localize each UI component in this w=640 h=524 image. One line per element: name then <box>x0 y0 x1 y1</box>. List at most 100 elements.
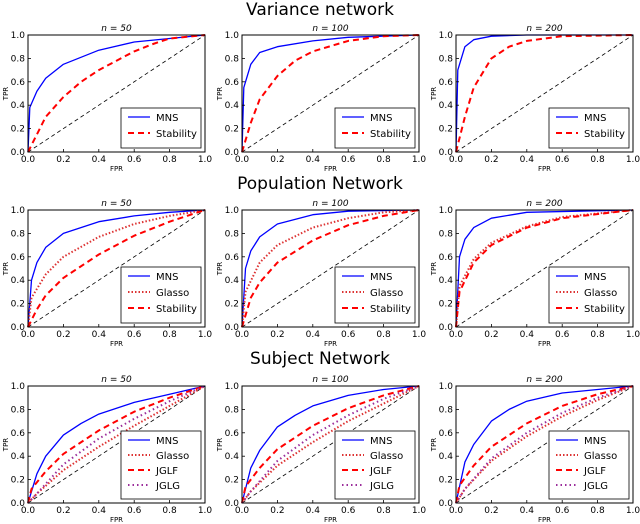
x-axis-label: FPR <box>110 516 123 524</box>
legend-label: JGLG <box>155 481 180 492</box>
y-tick-label: 0.6 <box>439 78 454 88</box>
subplot-title: n = 50 <box>101 24 132 34</box>
legend: MNS Glasso JGLF JGLG <box>548 430 630 500</box>
subplot: n = 50 0.0 0.2 0.4 0.6 0.8 1.0 0.0 0.2 0.4 0.6 0.8 1… <box>2 375 212 524</box>
y-tick-label: 0.2 <box>439 125 453 135</box>
x-tick-label: 0.0 <box>21 155 36 165</box>
y-tick-label: 0.0 <box>439 323 454 333</box>
y-tick-label: 1.0 <box>439 382 454 392</box>
series-line-jglg <box>27 385 206 504</box>
x-tick-label: 1.0 <box>412 506 427 516</box>
series-line-mns <box>455 209 634 328</box>
y-tick-label: 0.0 <box>11 499 26 509</box>
y-tick-label: 0.0 <box>225 148 240 158</box>
x-tick-label: 0.8 <box>590 155 605 165</box>
subplot-title: n = 100 <box>312 24 348 34</box>
legend-label: Glasso <box>156 451 189 462</box>
y-tick-label: 0.4 <box>225 101 240 111</box>
axes-frame <box>241 385 420 504</box>
y-tick-label: 0.4 <box>11 452 26 462</box>
x-tick-label: 0.0 <box>235 506 250 516</box>
diagonal-reference-line <box>27 385 206 504</box>
subplot-title: n = 200 <box>526 375 562 385</box>
series-line-stability <box>241 209 420 328</box>
legend-label: Stability <box>584 304 625 315</box>
subplot: n = 50 0.0 0.2 0.4 0.6 0.8 1.0 0.0 0.2 0.4 0.6 0.8 1… <box>2 24 212 173</box>
y-tick-label: 1.0 <box>439 206 454 216</box>
legend-box <box>120 430 202 500</box>
legend-label: Glasso <box>584 451 617 462</box>
legend: MNS Glasso JGLF JGLG <box>120 430 202 500</box>
x-tick-label: 0.6 <box>341 506 356 516</box>
y-axis-label: TPR <box>2 87 10 101</box>
section-title-population: Population Network <box>237 174 403 194</box>
y-axis-label: TPR <box>430 438 438 452</box>
legend-label: Stability <box>156 129 197 140</box>
series-line-mns <box>241 34 420 153</box>
legend-label: MNS <box>584 436 606 447</box>
x-tick-label: 0.8 <box>376 506 391 516</box>
series-line-glasso <box>27 209 206 328</box>
y-tick-label: 0.6 <box>225 78 240 88</box>
subplot: n = 50 0.0 0.2 0.4 0.6 0.8 1.0 0.0 0.2 0.4 0.6 0.8 1… <box>2 199 212 348</box>
legend: MNS Glasso JGLF JGLG <box>334 430 416 500</box>
legend-label: JGLG <box>369 481 394 492</box>
legend-label: JGLF <box>369 466 392 477</box>
series-line-jglg <box>241 385 420 504</box>
x-tick-label: 0.2 <box>270 155 284 165</box>
diagonal-reference-line <box>241 34 420 153</box>
diagonal-reference-line <box>455 385 634 504</box>
x-tick-label: 0.6 <box>127 506 142 516</box>
y-tick-label: 0.6 <box>439 429 454 439</box>
x-tick-label: 0.2 <box>484 506 498 516</box>
x-tick-label: 0.4 <box>520 330 535 340</box>
x-tick-label: 1.0 <box>198 330 213 340</box>
x-tick-label: 0.8 <box>376 155 391 165</box>
subplot: n = 200 0.0 0.2 0.4 0.6 0.8 1.0 0.0 0.2 0.4 0.6 0.8… <box>430 24 640 173</box>
x-tick-label: 0.2 <box>56 330 70 340</box>
y-tick-label: 0.6 <box>225 429 240 439</box>
x-tick-label: 0.6 <box>555 330 570 340</box>
y-axis-label: TPR <box>430 87 438 101</box>
legend: MNS Glasso Stability <box>548 266 630 324</box>
x-tick-label: 0.2 <box>484 155 498 165</box>
y-tick-label: 0.2 <box>11 476 25 486</box>
y-tick-label: 0.4 <box>11 101 26 111</box>
subplot-title: n = 100 <box>312 199 348 209</box>
legend-label: MNS <box>370 272 392 283</box>
y-tick-label: 1.0 <box>225 31 240 41</box>
legend: MNS Stability <box>548 107 630 149</box>
y-tick-label: 0.4 <box>439 101 454 111</box>
legend-label: Stability <box>156 304 197 315</box>
x-tick-label: 1.0 <box>626 506 640 516</box>
legend-box <box>548 107 630 149</box>
x-axis-label: FPR <box>324 165 337 173</box>
series-line-jglf <box>241 385 420 504</box>
x-axis-label: FPR <box>538 165 551 173</box>
legend-label: Glasso <box>370 288 403 299</box>
legend-label: MNS <box>156 436 178 447</box>
x-tick-label: 0.0 <box>21 506 36 516</box>
series-line-mns <box>27 34 206 153</box>
series-line-stability <box>27 209 206 328</box>
series-line-stability <box>455 209 634 328</box>
x-axis-label: FPR <box>538 340 551 348</box>
legend-label: Glasso <box>156 288 189 299</box>
legend-label: MNS <box>156 272 178 283</box>
y-tick-label: 0.8 <box>439 405 454 415</box>
axes-frame <box>27 34 206 153</box>
x-tick-label: 0.0 <box>235 155 250 165</box>
subplot-title: n = 100 <box>312 375 348 385</box>
subplot-title: n = 50 <box>101 199 132 209</box>
y-tick-label: 0.6 <box>11 253 26 263</box>
axes-frame <box>455 385 634 504</box>
subplot-title: n = 50 <box>101 375 132 385</box>
series-line-glasso <box>455 385 634 504</box>
x-tick-label: 0.4 <box>306 155 321 165</box>
x-tick-label: 0.6 <box>555 506 570 516</box>
y-tick-label: 0.2 <box>439 476 453 486</box>
x-tick-label: 0.6 <box>555 155 570 165</box>
y-tick-label: 0.0 <box>225 499 240 509</box>
y-tick-label: 0.2 <box>225 125 239 135</box>
